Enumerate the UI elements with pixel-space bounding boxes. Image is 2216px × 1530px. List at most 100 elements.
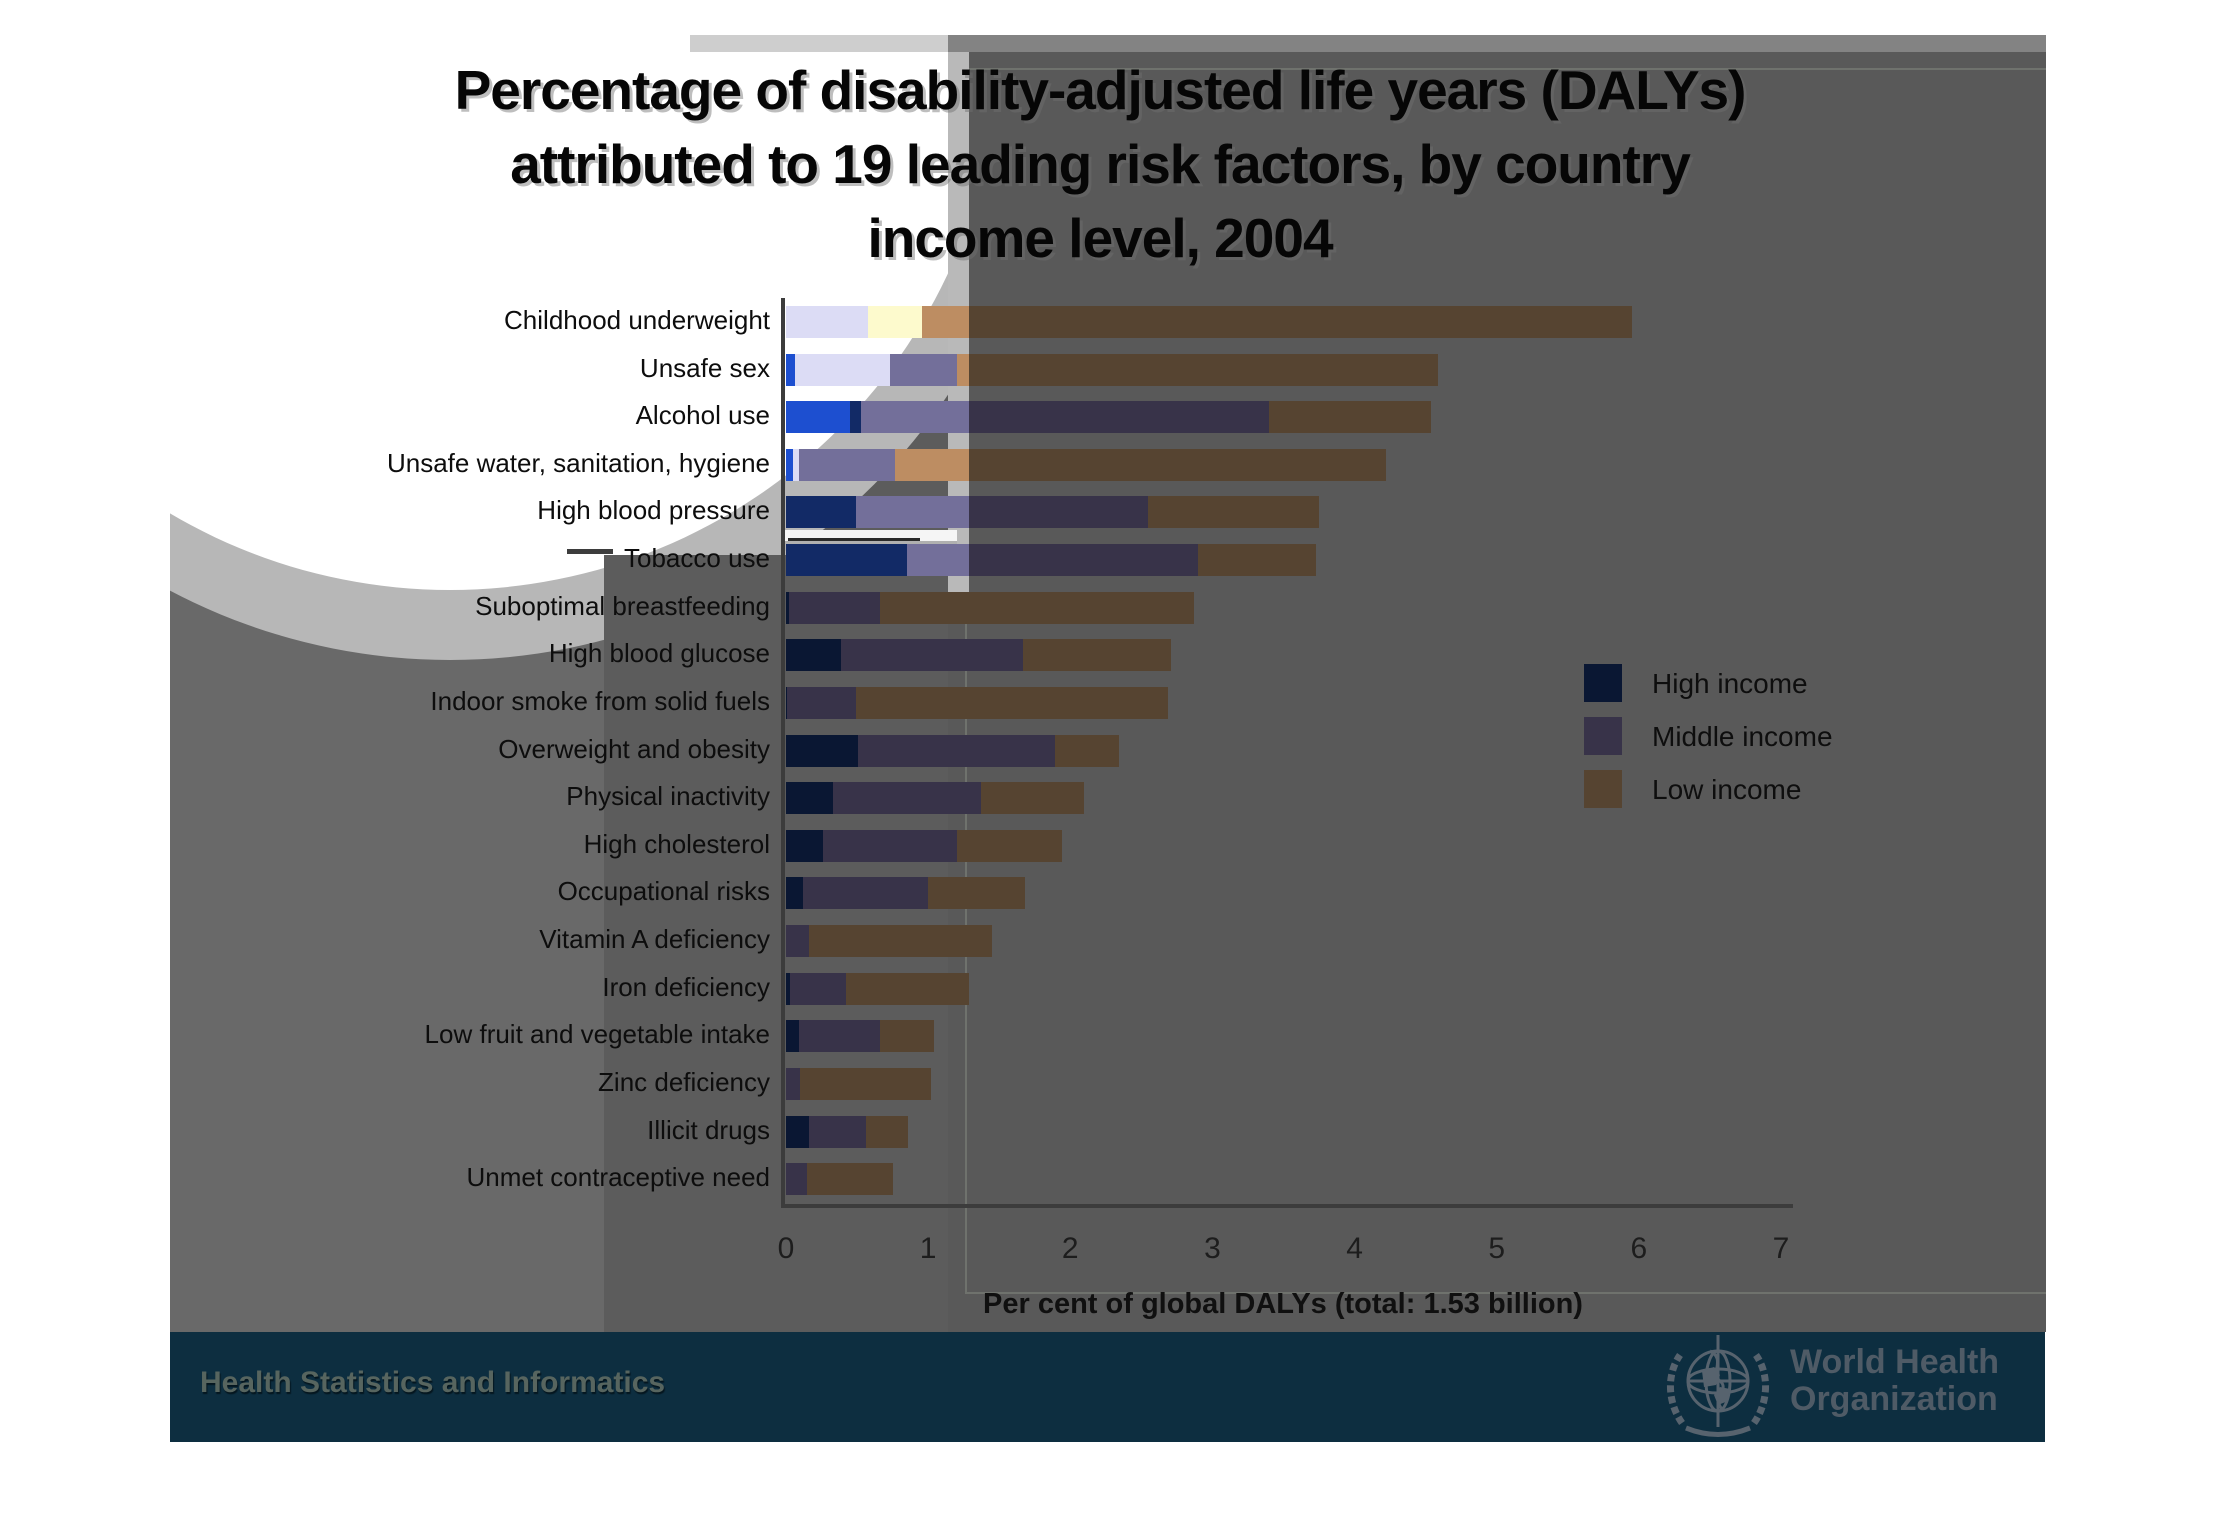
x-axis-title: Per cent of global DALYs (total: 1.53 bi… — [983, 1288, 1583, 1320]
who-logo-text: World Health Organization — [1790, 1344, 1999, 1418]
bar-segment-high — [786, 1115, 809, 1148]
bar-segment-high — [786, 1020, 799, 1053]
category-label: High blood glucose — [548, 638, 770, 669]
bar-segment-high — [786, 448, 794, 481]
bar-segment-high — [786, 877, 804, 910]
bar-segment-middle — [808, 1115, 866, 1148]
bar-segment-low — [879, 591, 1194, 624]
bar-segment-middle — [832, 782, 981, 815]
bar-segment-low — [868, 306, 923, 338]
legend-swatch — [1584, 717, 1622, 755]
bar-segment-low — [807, 1163, 893, 1196]
tobacco-callout-box — [783, 530, 957, 541]
x-tick-label: 2 — [1061, 1232, 1079, 1265]
bar-segment-middle — [969, 544, 1199, 577]
bar-segment-low — [969, 448, 1386, 481]
who-logo-line2: Organization — [1790, 1380, 1998, 1418]
category-label: Occupational risks — [557, 876, 770, 907]
category-label: Indoor smoke from solid fuels — [430, 685, 770, 716]
bar-segment-middle — [799, 448, 896, 481]
slide-title-line-2: attributed to 19 leading risk factors, b… — [510, 133, 1691, 195]
category-label: Suboptimal breastfeeding — [475, 590, 770, 621]
x-tick-label: 5 — [1488, 1232, 1506, 1265]
category-label: Unsafe sex — [639, 352, 770, 383]
bar-segment-low — [922, 306, 969, 338]
bar-segment-middle — [858, 734, 1055, 767]
bar-segment-low — [800, 1067, 931, 1100]
bar-segment-low — [1198, 544, 1317, 577]
background-right-panel — [948, 35, 2046, 1332]
bar-segment-middle — [790, 972, 846, 1005]
bar-segment-middle — [861, 401, 969, 434]
category-label: Vitamin A deficiency — [539, 924, 770, 955]
who-logo-line1: World Health — [1790, 1343, 2000, 1381]
x-tick-label: 6 — [1630, 1232, 1648, 1265]
bar-segment-low — [1148, 496, 1320, 529]
x-tick-label: 4 — [1346, 1232, 1363, 1265]
legend-swatch — [1584, 664, 1622, 702]
slide-title-line-1: Percentage of disability-adjusted life y… — [454, 59, 1747, 121]
bar-segment-low — [969, 353, 1439, 386]
tobacco-callout-dash — [567, 549, 613, 554]
category-label: Unmet contraceptive need — [466, 1162, 770, 1193]
bar-segment-low — [956, 353, 969, 386]
bar-segment-middle — [786, 1163, 808, 1196]
bar-segment-low — [879, 1020, 934, 1053]
footer-department-label: Health Statistics and Informatics — [200, 1366, 666, 1399]
bar-segment-middle — [906, 544, 969, 577]
bar-segment-middle — [841, 639, 1024, 672]
category-label: Iron deficiency — [602, 971, 770, 1002]
bar-segment-low — [980, 782, 1085, 815]
bar-segment-high — [786, 686, 788, 719]
bar-segment-low — [845, 972, 970, 1005]
bar-segment-low — [865, 1115, 909, 1148]
category-label: Tobacco use — [624, 543, 770, 574]
x-tick-label: 3 — [1204, 1232, 1221, 1265]
bar-segment-low — [895, 448, 969, 481]
bar-segment-middle — [793, 448, 800, 481]
bar-segment-high — [786, 972, 791, 1005]
bar-segment-low — [1023, 639, 1172, 672]
bar-segment-high — [786, 639, 842, 672]
bar-segment-middle — [786, 1067, 801, 1100]
category-label: Zinc deficiency — [598, 1066, 770, 1097]
category-label: Overweight and obesity — [498, 733, 770, 764]
bar-segment-middle — [803, 877, 929, 910]
bar-segment-high — [786, 353, 795, 386]
bar-segment-high — [786, 734, 859, 767]
who-logo-icon — [1666, 1335, 1770, 1437]
legend-label: Low income — [1652, 774, 1802, 805]
bar-segment-middle — [855, 496, 969, 529]
slide-canvas — [170, 35, 2046, 1442]
bar-segment-middle — [788, 591, 880, 624]
category-label: High blood pressure — [537, 495, 770, 526]
y-axis-line — [781, 298, 785, 1208]
legend-label: High income — [1652, 668, 1808, 699]
category-label: Low fruit and vegetable intake — [424, 1019, 770, 1050]
footer-band — [170, 1332, 2045, 1442]
panel-top-strip — [690, 35, 2046, 52]
legend-label: Middle income — [1652, 721, 1833, 752]
category-label: High cholesterol — [583, 828, 770, 859]
bar-segment-low — [808, 925, 993, 958]
slide-title-line-3: income level, 2004 — [867, 207, 1333, 269]
x-axis-line — [781, 1204, 1793, 1208]
category-label: Alcohol use — [635, 400, 770, 431]
bar-segment-low — [1269, 401, 1432, 434]
bar-segment-middle — [787, 686, 856, 719]
bar-segment-low — [928, 877, 1025, 910]
x-tick-label: 0 — [777, 1232, 795, 1265]
bar-segment-middle — [822, 829, 957, 862]
bar-segment-high — [786, 401, 851, 434]
bar-segment-high — [786, 782, 833, 815]
bar-segment-middle — [969, 401, 1270, 434]
bar-segment-high — [786, 591, 789, 624]
bar-segment-low — [969, 306, 1632, 338]
bar-segment-low — [855, 686, 1169, 719]
legend-swatch — [1584, 770, 1622, 808]
tobacco-callout-line — [788, 538, 920, 543]
bar-segment-high — [786, 544, 907, 577]
bar-segment-middle — [890, 353, 957, 386]
category-label: Physical inactivity — [566, 781, 770, 812]
bar-segment-middle — [786, 925, 809, 958]
